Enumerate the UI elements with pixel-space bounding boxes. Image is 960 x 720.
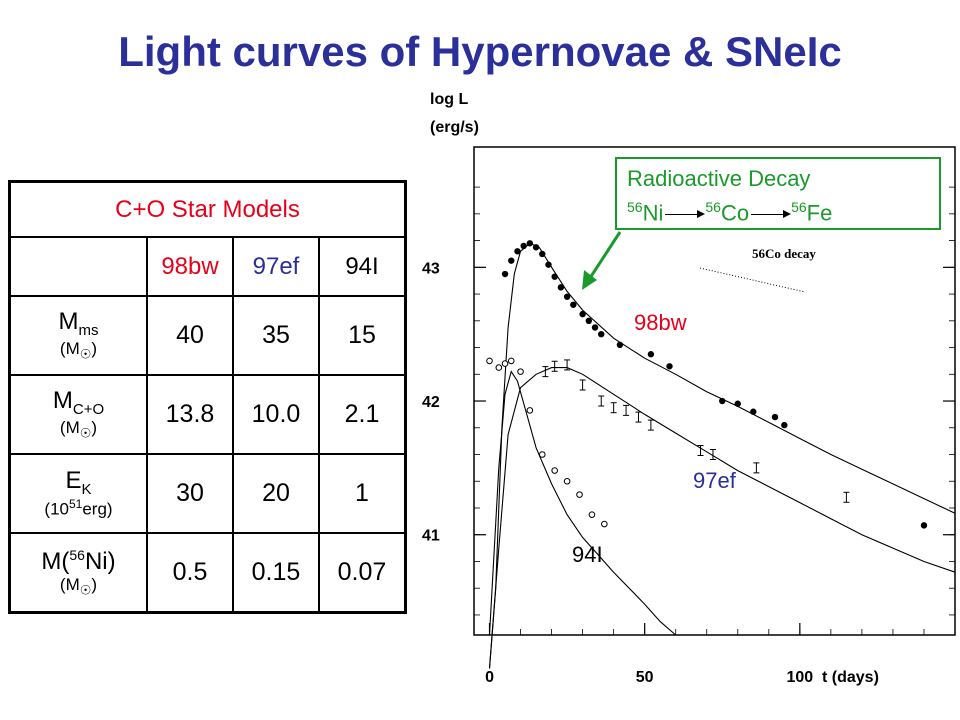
data-point-98bw bbox=[585, 317, 593, 325]
cell: 10.0 bbox=[232, 374, 320, 455]
data-point-98bw bbox=[545, 261, 552, 268]
annotation-arrow-line bbox=[588, 231, 622, 279]
arrow-icon bbox=[751, 210, 792, 219]
co-decay-label: 56Co decay bbox=[752, 246, 816, 261]
series-label-94I: 94I bbox=[572, 542, 603, 567]
data-point-98bw bbox=[501, 270, 509, 278]
page-title: Light curves of Hypernovae & SNeIc bbox=[118, 28, 842, 75]
plot-layer: 43 42 41 0 50 100 log L (erg/s) t (days) 56Co dec… bbox=[422, 91, 956, 686]
x-tick-label: 0 bbox=[485, 669, 494, 686]
data-point-94I bbox=[551, 467, 558, 474]
col-97ef: 97ef bbox=[232, 236, 320, 297]
data-point-94I bbox=[576, 491, 583, 498]
data-point-98bw bbox=[570, 301, 577, 308]
data-point-98bw bbox=[666, 363, 673, 370]
data-point-94I bbox=[501, 360, 509, 367]
data-point-98bw bbox=[647, 351, 655, 358]
data-point-98bw bbox=[579, 310, 586, 318]
table-row: M(56Ni) (M☉) 0.5 0.15 0.07 bbox=[8, 532, 407, 614]
y-tick-label: 43 bbox=[422, 260, 440, 277]
data-point-98bw bbox=[734, 400, 741, 407]
legend-chain: 56Ni 56Co 56Fe bbox=[627, 199, 833, 226]
x-tick-label: 100 bbox=[786, 669, 813, 686]
data-point-98bw bbox=[920, 522, 928, 529]
arrow-icon bbox=[665, 210, 706, 219]
data-point-94I bbox=[588, 511, 596, 518]
cell: 1 bbox=[318, 453, 407, 534]
row-label-mco: MC+O (M☉) bbox=[8, 374, 148, 455]
col-98bw: 98bw bbox=[146, 236, 234, 297]
cell: 13.8 bbox=[146, 374, 234, 455]
data-point-98bw bbox=[771, 413, 779, 421]
cell: 0.5 bbox=[146, 532, 234, 614]
cell: 30 bbox=[146, 453, 234, 534]
data-point-94I bbox=[526, 407, 534, 414]
model-table: C+O Star Models 98bw 97ef 94I Mms (M☉) 4… bbox=[8, 180, 407, 614]
data-point-94I bbox=[563, 477, 571, 485]
data-point-94I bbox=[495, 364, 503, 371]
data-point-98bw bbox=[591, 324, 599, 331]
cell: 35 bbox=[232, 295, 320, 376]
data-point-98bw bbox=[598, 330, 605, 338]
legend-box: Radioactive Decay 56Ni 56Co 56Fe bbox=[615, 157, 941, 230]
table-row: Mms (M☉) 40 35 15 bbox=[8, 295, 407, 376]
cell: 15 bbox=[318, 295, 407, 376]
row-label-ek: EK (1051erg) bbox=[8, 453, 148, 534]
y-tick-label: 42 bbox=[422, 394, 440, 411]
data-point-98bw bbox=[557, 284, 565, 291]
data-point-98bw bbox=[551, 273, 558, 280]
annotation-arrowhead bbox=[582, 270, 597, 290]
cell: 40 bbox=[146, 295, 234, 376]
col-94I: 94I bbox=[318, 236, 407, 297]
data-point-98bw bbox=[719, 397, 726, 405]
table-column-header-row: 98bw 97ef 94I bbox=[8, 236, 407, 297]
series-label-97ef: 97ef bbox=[693, 468, 737, 493]
cell: 0.07 bbox=[318, 532, 407, 614]
data-point-98bw bbox=[526, 240, 534, 247]
row-label-mni: M(56Ni) (M☉) bbox=[8, 532, 148, 614]
data-point-98bw bbox=[781, 421, 788, 429]
data-point-98bw bbox=[508, 257, 515, 264]
data-point-98bw bbox=[563, 293, 571, 300]
table-header: C+O Star Models bbox=[8, 180, 407, 238]
data-point-94I bbox=[517, 368, 524, 375]
data-point-98bw bbox=[514, 248, 521, 255]
cell: 2.1 bbox=[318, 374, 407, 455]
x-tick-label: 50 bbox=[636, 669, 654, 686]
row-label-mms: Mms (M☉) bbox=[8, 295, 148, 376]
data-point-98bw bbox=[520, 242, 527, 250]
y-axis-unit-label: (erg/s) bbox=[430, 119, 479, 136]
y-axis-label: log L bbox=[430, 91, 468, 108]
empty-cell bbox=[8, 236, 148, 297]
data-point-98bw bbox=[616, 341, 624, 349]
x-axis-label: t (days) bbox=[822, 669, 879, 686]
table-row: EK (1051erg) 30 20 1 bbox=[8, 453, 407, 534]
data-point-98bw bbox=[539, 250, 546, 258]
model-curve-94I bbox=[488, 370, 677, 636]
legend-title: Radioactive Decay bbox=[627, 166, 811, 191]
data-point-94I bbox=[507, 357, 515, 365]
model-curve-98bw bbox=[488, 242, 956, 669]
data-point-98bw bbox=[750, 408, 757, 415]
table-row: MC+O (M☉) 13.8 10.0 2.1 bbox=[8, 374, 407, 455]
data-point-94I bbox=[601, 520, 608, 528]
cell: 0.15 bbox=[232, 532, 320, 614]
cell: 20 bbox=[232, 453, 320, 534]
data-point-94I bbox=[538, 451, 546, 458]
y-tick-label: 41 bbox=[422, 528, 440, 545]
plot-frame bbox=[473, 146, 956, 636]
model-curve-97ef bbox=[488, 367, 956, 669]
series-label-98bw: 98bw bbox=[634, 310, 687, 335]
data-point-94I bbox=[486, 357, 493, 365]
data-point-98bw bbox=[532, 244, 540, 251]
co-decay-dotted-line bbox=[699, 267, 806, 293]
